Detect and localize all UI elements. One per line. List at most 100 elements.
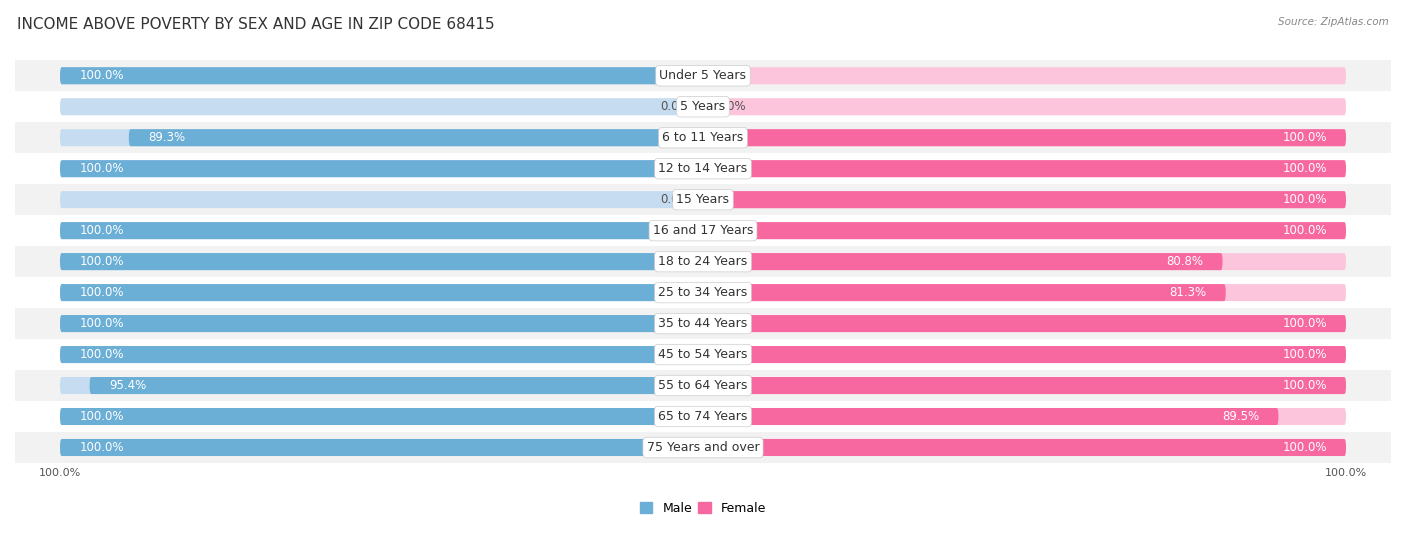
Text: 80.8%: 80.8% (1166, 255, 1204, 268)
Bar (15, 153, 1391, 184)
FancyBboxPatch shape (703, 408, 1278, 425)
Text: 6 to 11 Years: 6 to 11 Years (662, 131, 744, 144)
Legend: Male, Female: Male, Female (636, 497, 770, 519)
Bar (15, 215, 1391, 246)
Text: 0.0%: 0.0% (661, 100, 690, 113)
Bar (15, 308, 1391, 339)
FancyBboxPatch shape (60, 315, 703, 332)
Text: 100.0%: 100.0% (1282, 441, 1327, 454)
Text: 15 Years: 15 Years (676, 193, 730, 206)
FancyBboxPatch shape (60, 222, 703, 239)
Text: INCOME ABOVE POVERTY BY SEX AND AGE IN ZIP CODE 68415: INCOME ABOVE POVERTY BY SEX AND AGE IN Z… (17, 17, 495, 32)
Text: 100.0%: 100.0% (79, 162, 124, 175)
FancyBboxPatch shape (703, 315, 1346, 332)
Text: 65 to 74 Years: 65 to 74 Years (658, 410, 748, 423)
FancyBboxPatch shape (703, 377, 1346, 394)
FancyBboxPatch shape (703, 98, 1346, 116)
Text: Source: ZipAtlas.com: Source: ZipAtlas.com (1278, 17, 1389, 27)
Text: 81.3%: 81.3% (1170, 286, 1206, 299)
Text: 100.0%: 100.0% (1282, 193, 1327, 206)
FancyBboxPatch shape (60, 67, 703, 84)
FancyBboxPatch shape (703, 222, 1346, 239)
Text: 100.0%: 100.0% (79, 410, 124, 423)
Text: 100.0%: 100.0% (1324, 468, 1367, 478)
Bar (15, 401, 1391, 432)
Text: 100.0%: 100.0% (79, 441, 124, 454)
FancyBboxPatch shape (60, 67, 703, 84)
Text: 0.0%: 0.0% (716, 69, 745, 82)
FancyBboxPatch shape (60, 191, 703, 208)
FancyBboxPatch shape (703, 315, 1346, 332)
Text: 100.0%: 100.0% (1282, 317, 1327, 330)
Bar (15, 370, 1391, 401)
Text: 100.0%: 100.0% (1282, 379, 1327, 392)
Text: 55 to 64 Years: 55 to 64 Years (658, 379, 748, 392)
FancyBboxPatch shape (60, 253, 703, 270)
Bar (15, 339, 1391, 370)
Text: 75 Years and over: 75 Years and over (647, 441, 759, 454)
FancyBboxPatch shape (129, 129, 703, 146)
Text: 100.0%: 100.0% (79, 348, 124, 361)
FancyBboxPatch shape (703, 346, 1346, 363)
FancyBboxPatch shape (703, 284, 1226, 301)
FancyBboxPatch shape (703, 377, 1346, 394)
FancyBboxPatch shape (703, 284, 1346, 301)
FancyBboxPatch shape (703, 253, 1346, 270)
Text: 100.0%: 100.0% (79, 317, 124, 330)
FancyBboxPatch shape (60, 284, 703, 301)
FancyBboxPatch shape (703, 129, 1346, 146)
Text: 100.0%: 100.0% (1282, 348, 1327, 361)
FancyBboxPatch shape (703, 253, 1223, 270)
Text: 89.3%: 89.3% (148, 131, 186, 144)
Bar (15, 277, 1391, 308)
Text: 100.0%: 100.0% (79, 286, 124, 299)
FancyBboxPatch shape (703, 160, 1346, 177)
FancyBboxPatch shape (60, 346, 703, 363)
FancyBboxPatch shape (703, 408, 1346, 425)
Text: 25 to 34 Years: 25 to 34 Years (658, 286, 748, 299)
FancyBboxPatch shape (60, 439, 703, 456)
FancyBboxPatch shape (703, 346, 1346, 363)
FancyBboxPatch shape (60, 439, 703, 456)
Text: 0.0%: 0.0% (661, 193, 690, 206)
Text: 100.0%: 100.0% (1282, 162, 1327, 175)
Text: 100.0%: 100.0% (79, 224, 124, 237)
FancyBboxPatch shape (703, 439, 1346, 456)
FancyBboxPatch shape (703, 191, 1346, 208)
FancyBboxPatch shape (60, 129, 703, 146)
Text: 5 Years: 5 Years (681, 100, 725, 113)
Text: 100.0%: 100.0% (1282, 131, 1327, 144)
FancyBboxPatch shape (60, 315, 703, 332)
Bar (15, 92, 1391, 122)
Bar (15, 432, 1391, 463)
FancyBboxPatch shape (60, 160, 703, 177)
FancyBboxPatch shape (60, 408, 703, 425)
Text: 0.0%: 0.0% (716, 100, 745, 113)
FancyBboxPatch shape (703, 191, 1346, 208)
FancyBboxPatch shape (703, 160, 1346, 177)
Text: Under 5 Years: Under 5 Years (659, 69, 747, 82)
FancyBboxPatch shape (703, 129, 1346, 146)
Text: 18 to 24 Years: 18 to 24 Years (658, 255, 748, 268)
Text: 100.0%: 100.0% (39, 468, 82, 478)
FancyBboxPatch shape (703, 67, 1346, 84)
Text: 100.0%: 100.0% (79, 69, 124, 82)
FancyBboxPatch shape (60, 284, 703, 301)
Text: 16 and 17 Years: 16 and 17 Years (652, 224, 754, 237)
FancyBboxPatch shape (703, 222, 1346, 239)
FancyBboxPatch shape (90, 377, 703, 394)
Text: 12 to 14 Years: 12 to 14 Years (658, 162, 748, 175)
Text: 35 to 44 Years: 35 to 44 Years (658, 317, 748, 330)
Text: 95.4%: 95.4% (108, 379, 146, 392)
FancyBboxPatch shape (60, 408, 703, 425)
FancyBboxPatch shape (60, 253, 703, 270)
Bar (15, 184, 1391, 215)
FancyBboxPatch shape (60, 377, 703, 394)
Text: 89.5%: 89.5% (1222, 410, 1260, 423)
FancyBboxPatch shape (60, 222, 703, 239)
FancyBboxPatch shape (703, 439, 1346, 456)
Bar (15, 246, 1391, 277)
FancyBboxPatch shape (60, 98, 703, 116)
Text: 100.0%: 100.0% (1282, 224, 1327, 237)
Bar (15, 60, 1391, 92)
